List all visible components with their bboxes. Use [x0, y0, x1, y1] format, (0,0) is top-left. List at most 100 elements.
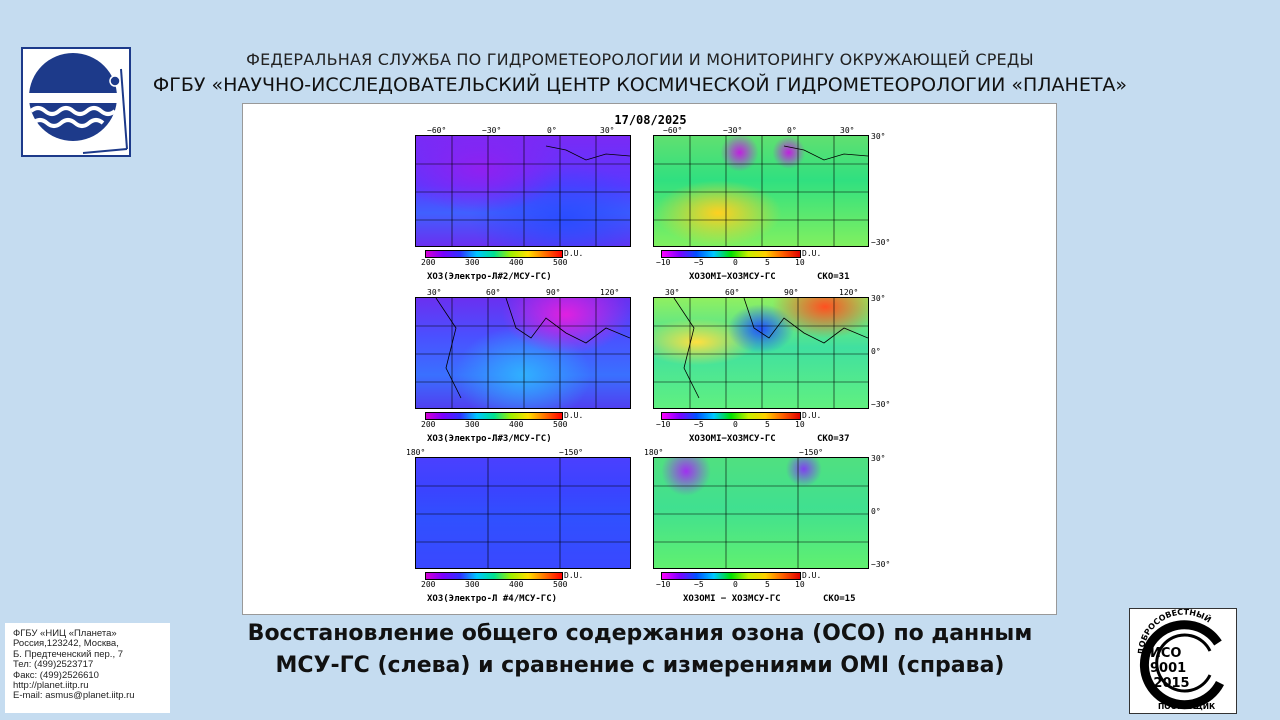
colorbar-right — [661, 412, 801, 420]
lon-label: 30° — [840, 126, 855, 135]
lon-label: 120° — [600, 288, 620, 297]
tick-label: 5 — [765, 420, 770, 429]
lon-label: −30° — [723, 126, 743, 135]
caption-line-2: МСУ-ГС (слева) и сравнение с измерениями… — [275, 653, 1005, 678]
lon-label: −60° — [663, 126, 683, 135]
lat-label: 30° — [871, 294, 886, 303]
cert-number: 9001 — [1150, 661, 1186, 676]
lon-label: −60° — [427, 126, 447, 135]
tick-label: −10 — [656, 420, 671, 429]
contact-line: ФГБУ «НИЦ «Планета» — [13, 628, 117, 639]
tick-label: 5 — [765, 580, 770, 589]
unit-label: D.U. — [802, 411, 822, 420]
tick-label: 300 — [465, 420, 480, 429]
tick-label: 5 — [765, 258, 770, 267]
lon-label: 90° — [546, 288, 561, 297]
map-panel-right-row2 — [653, 297, 869, 409]
lat-label: 30° — [871, 132, 886, 141]
tick-label: 0 — [733, 420, 738, 429]
planeta-logo-icon — [27, 53, 128, 154]
lon-label: −150° — [799, 448, 824, 457]
unit-label: D.U. — [802, 571, 822, 580]
tick-label: 400 — [509, 580, 524, 589]
contact-box: ФГБУ «НИЦ «Планета» Россия,123242, Москв… — [5, 623, 170, 713]
colorbar-right — [661, 572, 801, 580]
contact-line: Факс: (499)2526610 — [13, 669, 99, 681]
tick-label: −10 — [656, 580, 671, 589]
figure-date: 17/08/2025 — [614, 113, 687, 127]
tick-label: 400 — [509, 420, 524, 429]
contact-line: http://planet.iitp.ru — [13, 680, 89, 692]
panel-title-left: XO3(Электро-Л#2/МСУ-ГС) — [427, 272, 552, 282]
unit-label: D.U. — [802, 249, 822, 258]
sko-label: СКО=31 — [817, 272, 850, 282]
tick-label: −5 — [694, 580, 704, 589]
cert-year: -2015 — [1148, 676, 1190, 691]
panel-title-left: XO3(Электро-Л #4/МСУ-ГС) — [427, 594, 558, 604]
tick-label: 10 — [795, 580, 805, 589]
lon-label: 90° — [784, 288, 799, 297]
lon-label: 0° — [547, 126, 557, 135]
lon-label: −150° — [559, 448, 584, 457]
lat-label: −30° — [871, 238, 891, 247]
tick-label: 300 — [465, 580, 480, 589]
tick-label: 200 — [421, 580, 436, 589]
lon-label: 0° — [787, 126, 797, 135]
tick-label: −5 — [694, 420, 704, 429]
ozone-figure: 17/08/2025 −60° −30° 0° 30° D.U. 200 300… — [242, 103, 1057, 615]
caption-line-1: Восстановление общего содержания озона (… — [247, 621, 1033, 646]
lon-label: 180° — [406, 448, 426, 457]
contact-line: E-mail: asmus@planet.iitp.ru — [13, 690, 135, 702]
lat-label: −30° — [871, 560, 891, 569]
tick-label: 400 — [509, 258, 524, 267]
lat-label: 30° — [871, 454, 886, 463]
map-panel-left-row1 — [415, 135, 631, 247]
tick-label: 500 — [553, 420, 568, 429]
contact-line: Россия,123242, Москва, — [13, 638, 119, 650]
tick-label: 200 — [421, 258, 436, 267]
cert-bottom-text: ПОСТАВЩИК — [1158, 702, 1216, 711]
panel-title-left: XO3(Электро-Л#3/МСУ-ГС) — [427, 434, 552, 444]
lon-label: 30° — [600, 126, 615, 135]
tick-label: 500 — [553, 258, 568, 267]
tick-label: 300 — [465, 258, 480, 267]
colorbar-left — [425, 250, 563, 258]
cert-iso: ИСО — [1150, 646, 1181, 661]
map-panel-left-row2 — [415, 297, 631, 409]
tick-label: 200 — [421, 420, 436, 429]
header-line-2: ФГБУ «НАУЧНО-ИССЛЕДОВАТЕЛЬСКИЙ ЦЕНТР КОС… — [152, 74, 1128, 96]
planeta-logo — [21, 47, 131, 157]
tick-label: 0 — [733, 258, 738, 267]
lat-label: 0° — [871, 507, 881, 516]
lon-label: 30° — [427, 288, 442, 297]
lon-label: 60° — [725, 288, 740, 297]
tick-label: 500 — [553, 580, 568, 589]
unit-label: D.U. — [564, 571, 584, 580]
map-panel-right-row3 — [653, 457, 869, 569]
tick-label: 10 — [795, 420, 805, 429]
lon-label: −30° — [482, 126, 502, 135]
lon-label: 60° — [486, 288, 501, 297]
sko-label: СКО=37 — [817, 434, 850, 444]
panel-title-right: XO3OMI − XO3МСУ-ГС — [683, 594, 781, 604]
colorbar-right — [661, 250, 801, 258]
contact-line: Тел: (499)2523717 — [13, 659, 94, 671]
lon-label: 180° — [644, 448, 664, 457]
sko-label: СКО=15 — [823, 594, 856, 604]
lat-label: 0° — [871, 347, 881, 356]
lat-label: −30° — [871, 400, 891, 409]
contact-line: Б. Предтеченский пер., 7 — [13, 648, 124, 660]
panel-title-right: XO3OMI−XO3МСУ-ГС — [689, 272, 776, 282]
iso-certificate-badge: ДОБРОСОВЕСТНЫЙ ИСО 9001 -2015 ПОСТАВЩИК — [1129, 607, 1237, 714]
map-panel-right-row1 — [653, 135, 869, 247]
unit-label: D.U. — [564, 249, 584, 258]
lon-label: 120° — [839, 288, 859, 297]
lon-label: 30° — [665, 288, 680, 297]
header-line-1: ФЕДЕРАЛЬНАЯ СЛУЖБА ПО ГИДРОМЕТЕОРОЛОГИИ … — [246, 50, 1034, 69]
tick-label: 0 — [733, 580, 738, 589]
tick-label: 10 — [795, 258, 805, 267]
colorbar-left — [425, 412, 563, 420]
map-panel-left-row3 — [415, 457, 631, 569]
tick-label: −10 — [656, 258, 671, 267]
unit-label: D.U. — [564, 411, 584, 420]
